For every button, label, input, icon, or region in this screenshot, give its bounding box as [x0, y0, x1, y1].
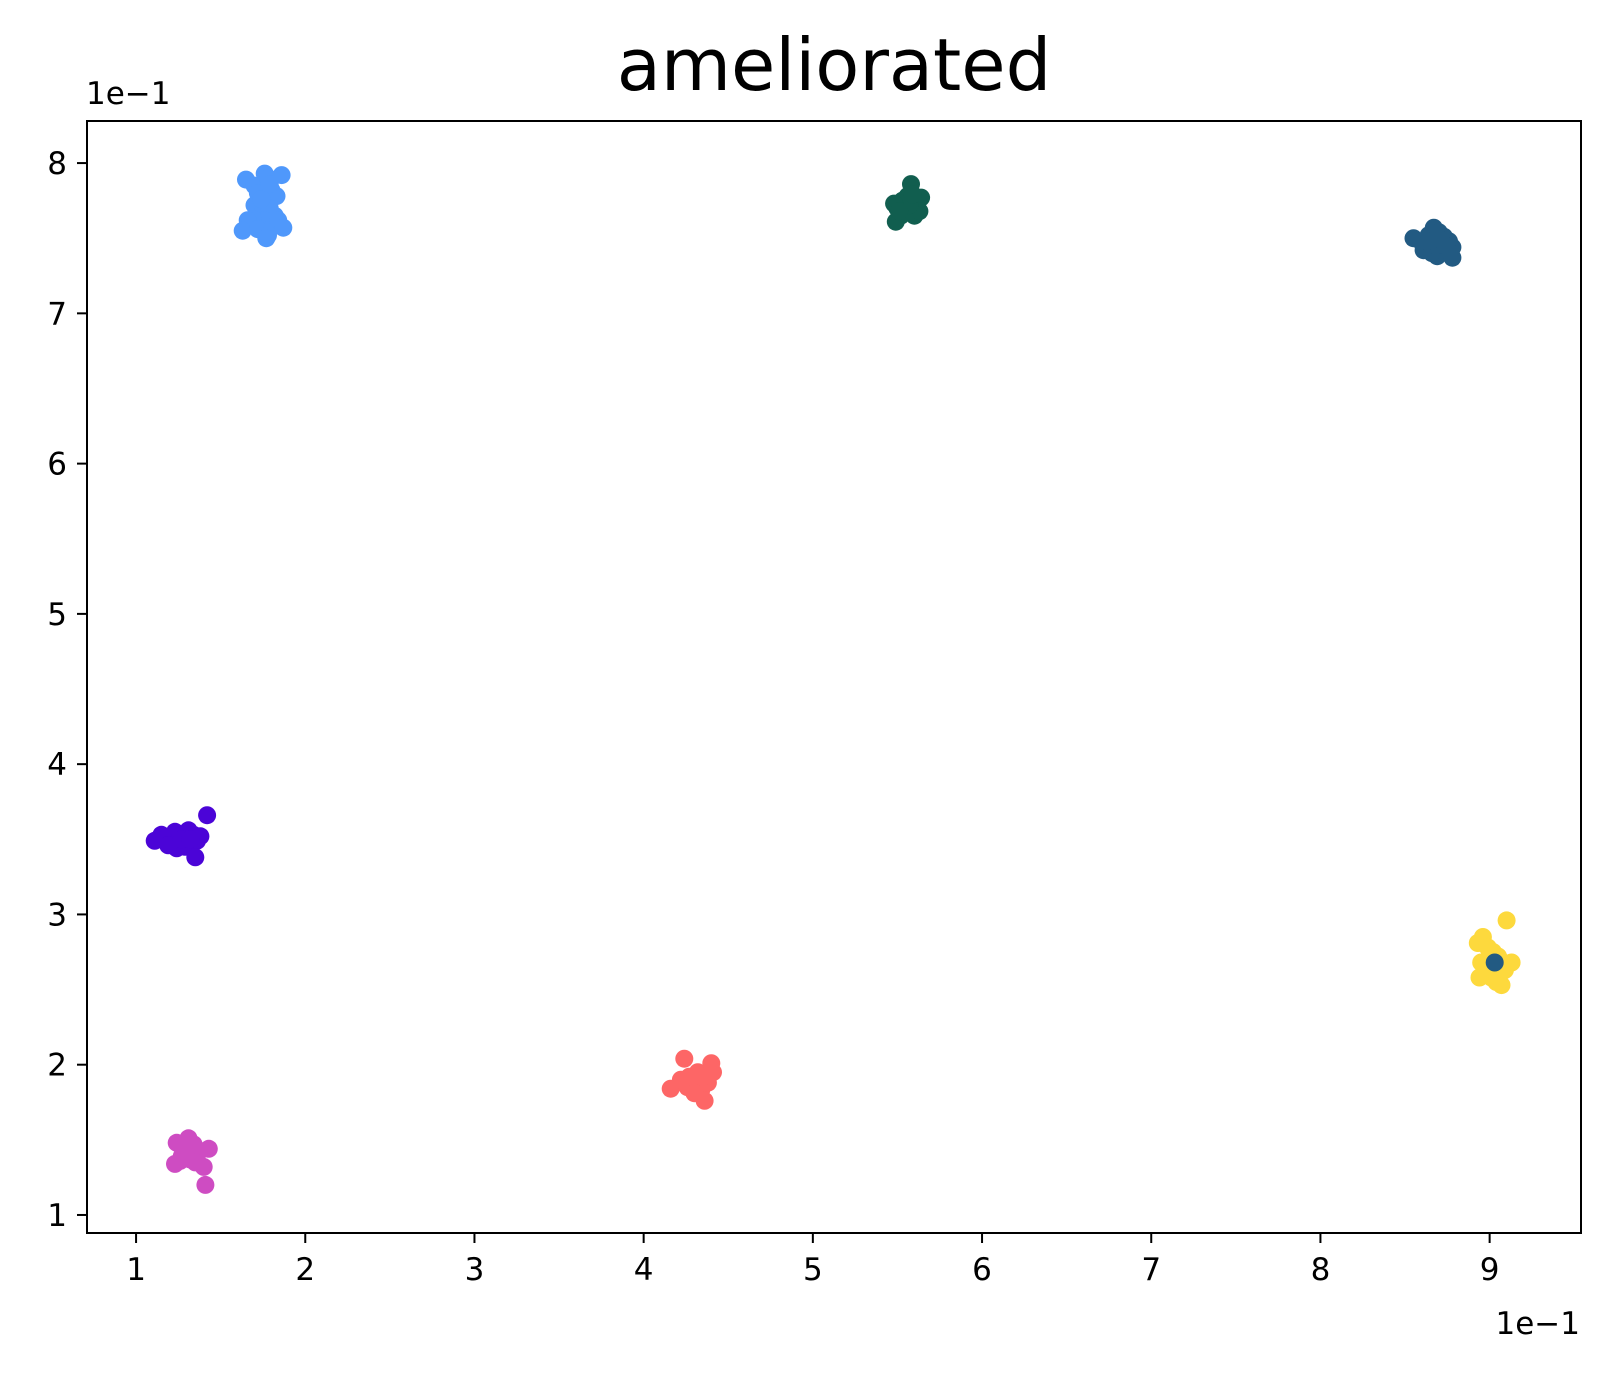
chart-title: ameliorated	[617, 23, 1052, 107]
x-tick-label: 9	[1480, 1252, 1500, 1288]
x-tick-label: 5	[803, 1252, 823, 1288]
data-point-4-12	[685, 1084, 704, 1103]
y-tick-label: 8	[47, 146, 67, 182]
data-point-1-14	[903, 185, 922, 204]
data-points	[145, 164, 1521, 1194]
data-point-6-13	[1470, 968, 1489, 987]
x-tick-label: 1	[126, 1252, 146, 1288]
data-point-0-23	[257, 229, 276, 248]
y-tick-label: 5	[47, 597, 67, 633]
x-tick-label: 2	[295, 1252, 315, 1288]
data-point-2-15	[1418, 232, 1436, 251]
axis-ticks: 1 2 3 4 5 6 7 8 9 1 2 3 4 5 6 7 8	[47, 146, 1499, 1288]
data-point-0-17	[233, 221, 252, 240]
data-point-4-2	[675, 1049, 694, 1068]
data-point-3-15	[159, 836, 178, 855]
data-point-4-13	[693, 1067, 712, 1086]
series-4	[661, 1049, 722, 1110]
x-tick-label: 7	[1141, 1252, 1161, 1288]
data-point-5-7	[196, 1175, 215, 1194]
data-point-3-17	[181, 830, 200, 849]
x-offset-label: 1e−1	[1496, 1306, 1581, 1342]
data-point-5-13	[171, 1151, 190, 1170]
data-point-7-0	[1485, 953, 1504, 972]
y-offset-label: 1e−1	[86, 76, 171, 112]
series-0	[233, 164, 293, 248]
y-tick-label: 2	[47, 1048, 67, 1084]
y-tick-label: 4	[47, 747, 67, 783]
series-2	[1404, 218, 1462, 267]
data-point-2-17	[1431, 230, 1450, 249]
series-5	[166, 1129, 218, 1194]
data-point-6-12	[1492, 976, 1511, 995]
series-1	[885, 175, 931, 231]
x-tick-label: 6	[972, 1252, 992, 1288]
data-point-3-14	[186, 848, 205, 867]
series-7	[1485, 953, 1504, 972]
x-tick-label: 3	[465, 1252, 485, 1288]
y-tick-label: 6	[47, 447, 67, 483]
y-tick-label: 7	[47, 296, 67, 332]
x-tick-label: 8	[1311, 1252, 1331, 1288]
series-3	[145, 806, 217, 867]
data-point-0-22	[274, 218, 293, 237]
plot-area-frame	[86, 120, 1582, 1234]
series-6	[1468, 911, 1521, 995]
x-tick-label: 4	[634, 1252, 654, 1288]
data-point-0-24	[252, 190, 271, 209]
data-point-5-6	[199, 1139, 218, 1158]
data-point-1-13	[890, 202, 909, 221]
y-tick-label: 3	[47, 897, 67, 933]
y-tick-label: 1	[47, 1198, 67, 1234]
data-point-6-6	[1497, 911, 1516, 930]
data-point-3-11	[198, 806, 217, 825]
data-point-0-25	[260, 175, 279, 194]
